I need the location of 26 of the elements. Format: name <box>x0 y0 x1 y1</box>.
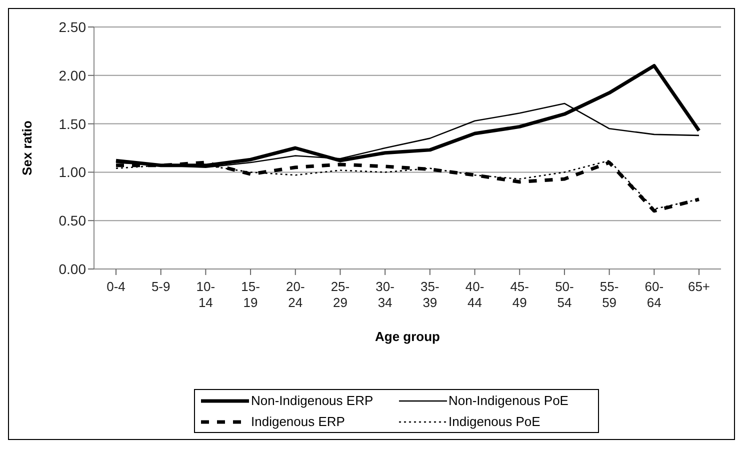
legend-label: Indigenous ERP <box>251 414 345 429</box>
x-tick-label: 5-9 <box>151 279 170 294</box>
x-tick-label: 55-59 <box>600 279 619 310</box>
x-tick-label: 60-64 <box>644 279 664 310</box>
y-tick-label: 2.00 <box>58 67 86 84</box>
x-tick-label: 20-24 <box>286 279 305 310</box>
x-tick-label: 45-49 <box>510 279 530 310</box>
y-tick-label: 0.50 <box>58 212 86 229</box>
legend-label: Non-Indigenous PoE <box>448 393 568 408</box>
x-tick-label: 10-14 <box>196 279 216 310</box>
x-tick-label: 0-4 <box>106 279 126 294</box>
legend-label: Non-Indigenous ERP <box>251 393 374 408</box>
x-tick-label: 15-19 <box>241 279 260 310</box>
y-axis-title: Sex ratio <box>20 120 35 176</box>
x-tick-label: 50-54 <box>555 279 574 310</box>
x-tick-label: 35-39 <box>420 279 440 310</box>
x-tick-label: 25-29 <box>330 279 350 310</box>
y-tick-label: 1.50 <box>58 116 86 132</box>
y-tick-label: 2.50 <box>58 18 86 35</box>
y-tick-label: 1.00 <box>58 164 86 180</box>
x-tick-label: 65+ <box>688 279 710 294</box>
x-axis-title: Age group <box>375 329 440 344</box>
x-tick-label: 30-34 <box>376 279 394 310</box>
legend-label: Indigenous PoE <box>448 414 540 429</box>
x-tick-label: 40-44 <box>465 279 484 310</box>
y-tick-label: 0.00 <box>58 260 86 277</box>
